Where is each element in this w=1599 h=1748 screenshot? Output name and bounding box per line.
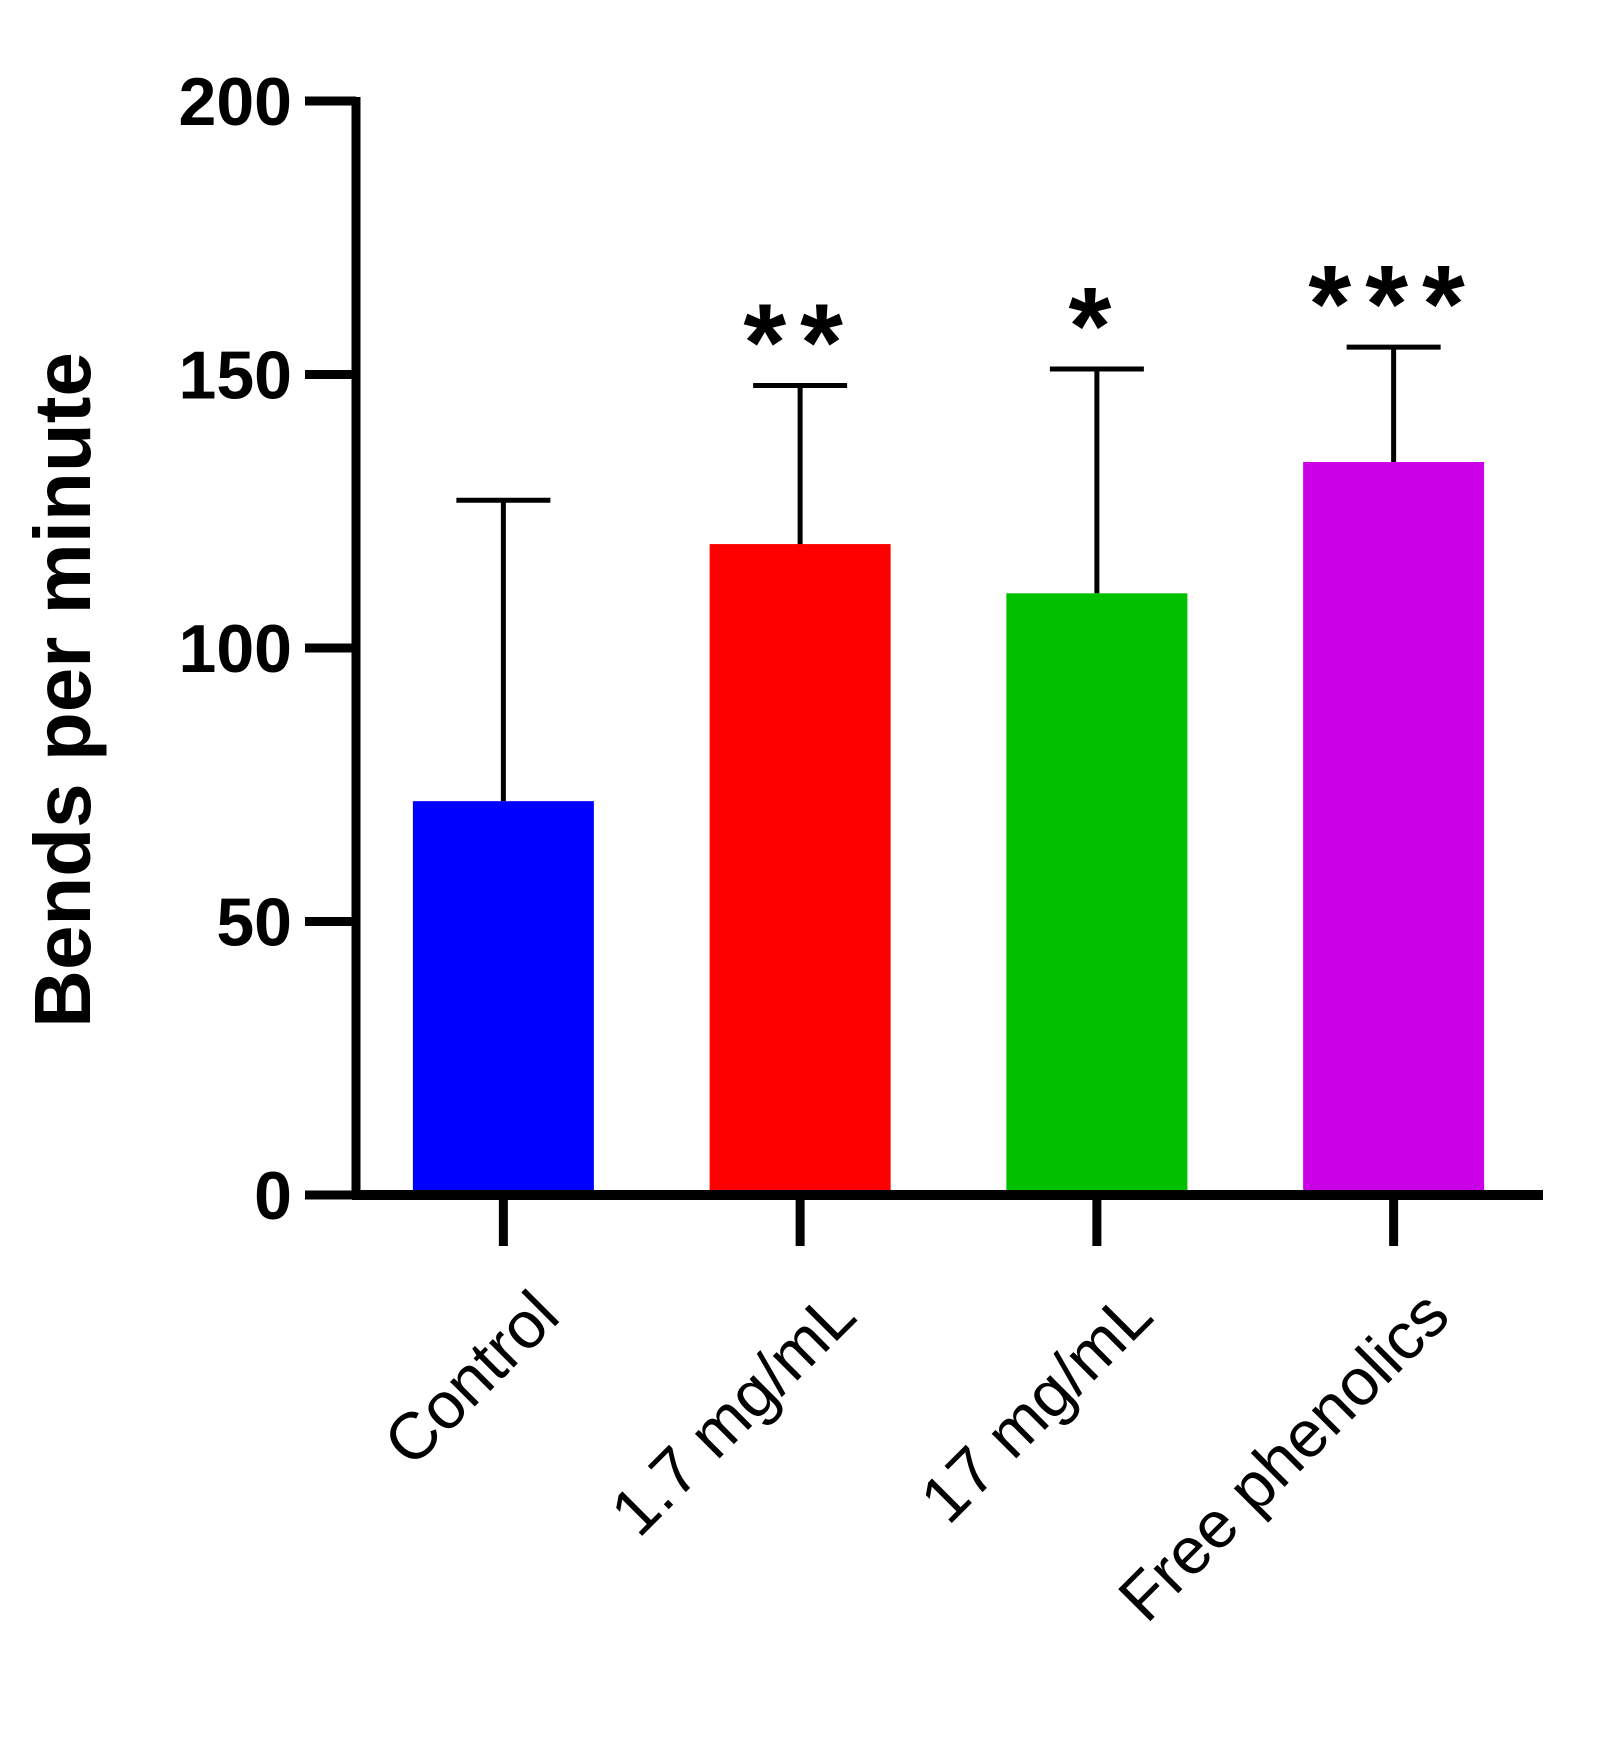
y-tick-label: 150 (179, 338, 292, 414)
bar (1303, 462, 1485, 1190)
bar (709, 544, 891, 1190)
x-category-label: 1.7 mg/mL (596, 1277, 869, 1550)
error-bars (456, 344, 1441, 802)
y-tick-label: 50 (216, 885, 292, 961)
y-tick-label: 100 (179, 611, 292, 687)
y-axis-title: Bends per minute (18, 352, 107, 1028)
significance-label: ** (743, 281, 857, 404)
x-category-label: 17 mg/mL (906, 1277, 1166, 1537)
y-tick-label: 0 (254, 1158, 292, 1234)
significance-label: * (1068, 265, 1125, 388)
bars (412, 462, 1485, 1190)
x-category-label: Control (369, 1277, 572, 1480)
y-tick-label: 200 (179, 64, 292, 140)
y-axis: 0 50 100 150 200 (179, 64, 361, 1234)
bar (1006, 593, 1188, 1190)
bar (412, 801, 594, 1190)
significance-label: *** (1308, 243, 1478, 366)
significance-markers: ** * *** (743, 243, 1478, 404)
